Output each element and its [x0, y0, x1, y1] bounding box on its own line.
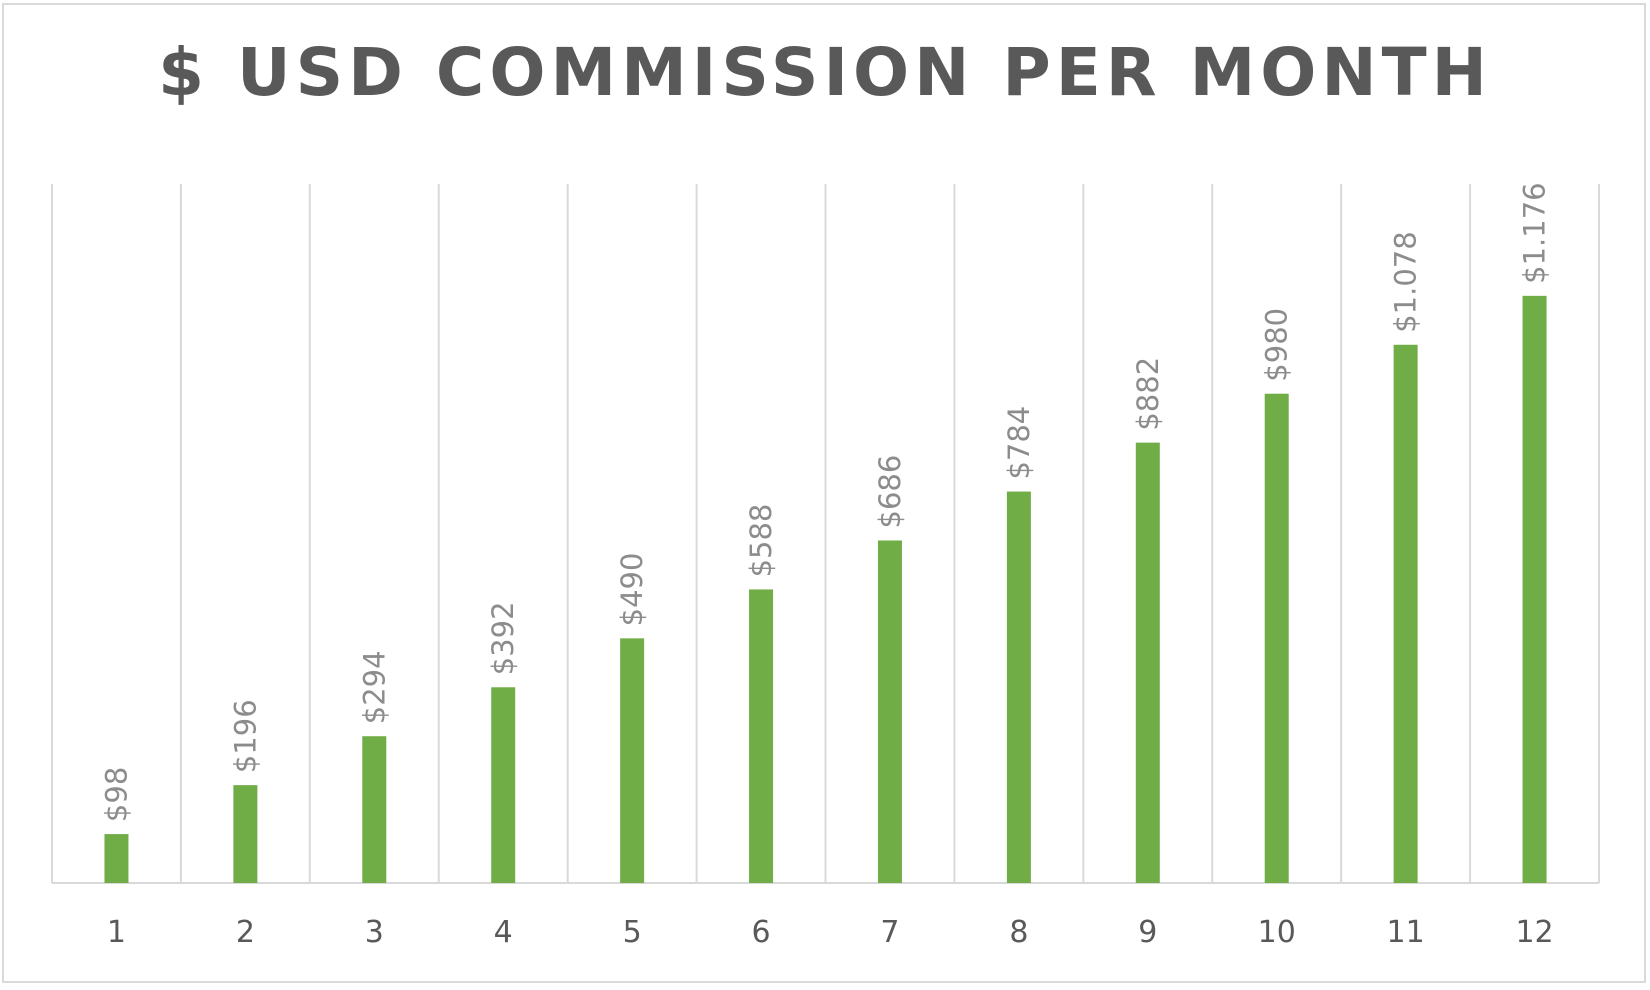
- bar-month-7: [877, 540, 902, 883]
- data-label-month-9: $882: [1131, 357, 1165, 431]
- x-tick-label-11: 11: [1387, 915, 1425, 950]
- bar-month-3: [362, 736, 387, 883]
- data-label-month-5: $490: [615, 553, 649, 627]
- x-tick-labels: 1 2 3 4 5 6 7 8 9 10 11 12: [107, 915, 1554, 950]
- data-label-month-10: $980: [1260, 308, 1294, 382]
- bar-month-12: [1522, 295, 1547, 884]
- data-label-month-4: $392: [486, 601, 520, 675]
- data-label-month-1: $98: [99, 767, 133, 822]
- x-tick-label-8: 8: [1009, 915, 1028, 950]
- bars: [104, 295, 1547, 884]
- bar-month-1: [104, 834, 129, 883]
- data-label-month-12: $1.176: [1518, 182, 1552, 283]
- x-tick-label-9: 9: [1138, 915, 1157, 950]
- chart-frame: [2, 3, 1646, 983]
- bar-month-2: [233, 785, 258, 883]
- bar-month-10: [1264, 393, 1289, 883]
- data-labels: $98 $196 $294 $392 $490 $588 $686 $784 $882 $980 $…: [99, 182, 1551, 822]
- data-label-month-6: $588: [744, 504, 778, 578]
- bar-month-5: [620, 638, 645, 883]
- x-tick-label-1: 1: [107, 915, 126, 950]
- bar-month-4: [491, 687, 516, 883]
- bar-month-8: [1006, 491, 1031, 883]
- x-tick-label-3: 3: [365, 915, 384, 950]
- grid-lines: [51, 184, 1600, 884]
- x-tick-label-2: 2: [236, 915, 255, 950]
- x-tick-label-7: 7: [880, 915, 899, 950]
- x-tick-label-10: 10: [1258, 915, 1296, 950]
- data-label-month-11: $1.078: [1389, 231, 1423, 332]
- chart-title: $ USD COMMISSION PER MONTH: [158, 34, 1492, 111]
- bar-month-11: [1393, 344, 1418, 883]
- bar-month-6: [749, 589, 774, 883]
- x-tick-label-6: 6: [751, 915, 770, 950]
- data-label-month-7: $686: [873, 455, 907, 529]
- data-label-month-2: $196: [228, 699, 262, 773]
- data-label-month-8: $784: [1002, 406, 1036, 480]
- x-tick-label-12: 12: [1515, 915, 1553, 950]
- x-tick-label-5: 5: [623, 915, 642, 950]
- x-tick-label-4: 4: [494, 915, 513, 950]
- bar-month-9: [1135, 442, 1160, 883]
- data-label-month-3: $294: [357, 650, 391, 724]
